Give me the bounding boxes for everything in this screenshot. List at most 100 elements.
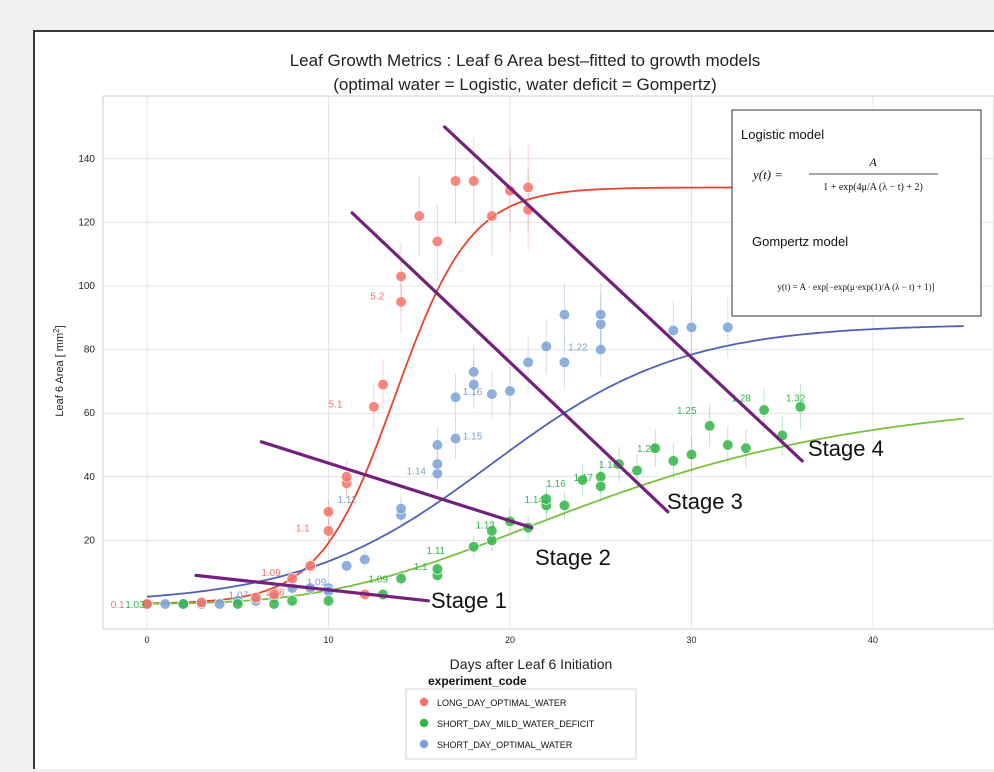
legend-label-long-day: LONG_DAY_OPTIMAL_WATER <box>437 698 567 708</box>
point-label: 1.09 <box>307 578 327 589</box>
model-box-frame <box>731 109 982 317</box>
y-axis-label: Leaf 6 Area [ mm2] <box>52 325 66 416</box>
y-tick-label: 40 <box>84 472 96 483</box>
stage-label-1: Stage 1 <box>431 588 507 613</box>
data-point <box>413 210 425 222</box>
data-point <box>341 471 353 483</box>
data-point <box>232 598 244 610</box>
point-labels: 0.1 1.03 1.07 1.08 1.09 1.1 1.09 1.11 5.1 5.2 1.09… <box>111 292 806 611</box>
data-point <box>395 572 407 585</box>
data-point <box>449 391 462 403</box>
y-tick-label: 20 <box>84 535 96 546</box>
point-label: 1.32 <box>786 393 806 404</box>
x-tick-label: 0 <box>144 635 149 645</box>
data-point <box>449 175 462 187</box>
legend-marker-short-day-optimal <box>419 739 429 749</box>
data-point <box>667 455 679 467</box>
data-point <box>141 598 153 610</box>
data-point <box>468 366 480 378</box>
legend-marker-short-day-deficit <box>419 718 429 728</box>
data-point <box>341 560 353 572</box>
point-label: 1.15 <box>463 431 483 442</box>
data-point <box>395 503 407 515</box>
data-point <box>322 525 335 537</box>
data-point <box>631 464 643 477</box>
data-point <box>304 560 316 572</box>
stage-line-4 <box>443 125 804 463</box>
data-point <box>431 235 444 248</box>
stage-label-2: Stage 2 <box>535 545 611 570</box>
point-label: 1.08 <box>265 587 285 598</box>
data-point <box>395 296 407 308</box>
legend-box <box>405 688 637 760</box>
data-point <box>595 344 607 356</box>
point-label: 0.1 <box>111 600 125 611</box>
data-point <box>286 595 298 607</box>
logistic-model-title: Logistic model <box>741 127 824 142</box>
data-point <box>468 541 480 553</box>
data-point <box>268 598 280 610</box>
point-label: 1.1 <box>414 562 428 573</box>
data-point <box>758 404 770 416</box>
chart-title: Leaf Growth Metrics : Leaf 6 Area best–f… <box>290 51 761 70</box>
model-formula-box: Logistic model y(t) = A 1 + exp(4μ/A (λ … <box>731 109 982 317</box>
data-point <box>431 439 444 451</box>
data-point <box>540 340 552 353</box>
data-point <box>722 439 734 451</box>
point-label: 1.16 <box>546 479 566 490</box>
point-label: 1.22 <box>568 342 588 353</box>
data-point <box>667 324 679 337</box>
legend-item-short-day-optimal: SHORT_DAY_OPTIMAL_WATER <box>419 739 573 750</box>
gompertz-formula: y(t) = A · exp[−exp(μ·exp(1)/A (λ − t) +… <box>777 282 934 292</box>
data-point <box>195 596 208 609</box>
y-axis-label-sup: 2 <box>52 328 61 333</box>
data-point <box>722 321 734 333</box>
stage-labels: Stage 1 Stage 2 Stage 3 Stage 4 <box>431 436 884 613</box>
data-point <box>486 525 498 537</box>
data-point <box>595 480 607 492</box>
data-point <box>540 493 552 505</box>
point-label: 5.2 <box>370 292 384 303</box>
chart-subtitle: (optimal water = Logistic, water deficit… <box>333 75 717 94</box>
point-label: 1.16 <box>463 387 483 398</box>
point-label: 1.03 <box>125 600 145 611</box>
data-point <box>368 401 380 413</box>
logistic-formula-lhs: y(t) = <box>751 167 783 182</box>
data-point <box>322 506 335 518</box>
data-point <box>522 181 534 194</box>
y-axis-label-end: ] <box>54 325 66 328</box>
data-point <box>268 588 280 601</box>
data-point <box>486 388 498 400</box>
stage-label-3: Stage 3 <box>667 489 743 514</box>
gompertz-model-title: Gompertz model <box>752 234 848 249</box>
data-point <box>558 356 571 368</box>
data-point <box>250 592 262 604</box>
point-label: 1.11 <box>427 546 446 557</box>
legend: experiment_code LONG_DAY_OPTIMAL_WATER S… <box>405 674 637 760</box>
y-axis-label-text: Leaf 6 Area [ mm <box>54 333 66 417</box>
data-point <box>431 563 444 575</box>
legend-label-short-day-optimal: SHORT_DAY_OPTIMAL_WATER <box>437 740 573 750</box>
data-point <box>558 309 571 321</box>
point-label: 1.13 <box>476 521 496 532</box>
y-tick-label: 100 <box>78 281 95 292</box>
data-point <box>649 442 661 454</box>
data-point <box>794 401 807 413</box>
legend-marker-long-day <box>419 697 429 707</box>
data-point <box>704 420 716 432</box>
data-point <box>504 185 516 197</box>
data-point <box>595 309 607 321</box>
legend-label-short-day-deficit: SHORT_DAY_MILD_WATER_DEFICIT <box>437 719 595 729</box>
growth-chart: Leaf Growth Metrics : Leaf 6 Area best–f… <box>52 51 994 760</box>
fit-curve-short-day-optimal-water <box>146 325 964 598</box>
data-point <box>486 210 498 222</box>
data-point <box>468 175 480 187</box>
point-label: 1.09 <box>261 568 281 579</box>
data-point <box>377 378 389 391</box>
point-label: 1.28 <box>731 393 751 404</box>
data-point <box>685 448 698 461</box>
data-point <box>322 595 335 607</box>
data-point <box>286 572 298 585</box>
data-point <box>522 356 534 368</box>
